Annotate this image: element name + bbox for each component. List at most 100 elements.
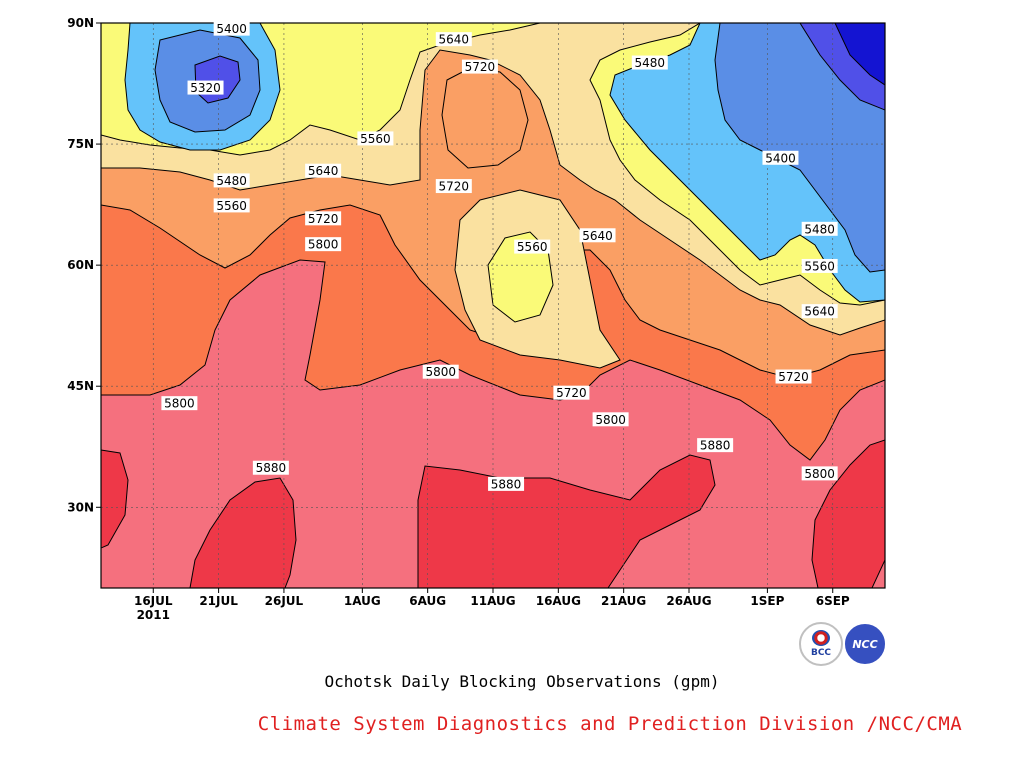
contour-label-text: 5480 — [216, 174, 247, 188]
contour-label: 5400 — [762, 150, 799, 165]
contour-label-text: 5720 — [556, 386, 587, 400]
contour-label: 5800 — [422, 364, 459, 379]
contour-label: 5640 — [435, 32, 472, 47]
x-tick-label: 16JUL — [134, 594, 173, 608]
y-tick-label: 45N — [67, 379, 94, 393]
y-tick-label: 60N — [67, 258, 94, 272]
ncc-logo-text: NCC — [852, 638, 878, 651]
contour-label-box — [801, 221, 838, 236]
contour-label-text: 5800 — [308, 238, 339, 252]
contour-label-text: 5480 — [804, 222, 835, 236]
contour-label: 5720 — [553, 385, 590, 400]
fill-band-5400-5480-east — [714, 23, 885, 273]
contour-label: 5480 — [801, 221, 838, 236]
contour-label: 5560 — [514, 239, 551, 254]
contour-label-text: 5560 — [216, 199, 247, 213]
fill-band-below-5320-east — [834, 23, 885, 86]
fill-band-5480-5560-island — [487, 231, 554, 323]
contour-label-text: 5400 — [216, 22, 247, 36]
contour-label-text: 5720 — [308, 212, 339, 226]
contour-label-box — [775, 369, 812, 384]
contour-label-box — [553, 385, 590, 400]
contour-label-text: 5720 — [439, 180, 470, 194]
contour-label-box — [592, 412, 629, 427]
contour-label-text: 5880 — [491, 477, 522, 491]
contour-label-box — [161, 396, 198, 411]
contour-label-box — [357, 131, 394, 146]
fill-band-above-5880-west — [101, 449, 129, 549]
bcc-emblem-icon — [812, 630, 830, 646]
chart-title: Ochotsk Daily Blocking Observations (gpm… — [324, 672, 720, 691]
contour-label-text: 5640 — [582, 229, 613, 243]
contour-label: 5880 — [488, 476, 525, 491]
contour-label-box — [213, 198, 250, 213]
contour-label-text: 5320 — [190, 81, 221, 95]
contour-label-box — [579, 228, 616, 243]
contour-label: 5560 — [357, 131, 394, 146]
contour-label-text: 5560 — [804, 259, 835, 273]
contour-label-box — [631, 55, 668, 70]
x-tick-label: 21AUG — [601, 594, 646, 608]
contour-label-box — [435, 179, 472, 194]
contour-label-box — [461, 59, 498, 74]
contour-label-box — [435, 32, 472, 47]
contour-label: 5800 — [592, 412, 629, 427]
x-year-label: 2011 — [137, 608, 170, 622]
y-tick-label: 30N — [67, 500, 94, 514]
contour-label: 5880 — [252, 460, 289, 475]
y-tick-label: 90N — [67, 16, 94, 30]
y-tick-label: 75N — [67, 137, 94, 151]
contour-label-box — [213, 21, 250, 36]
x-tick-label: 6SEP — [816, 594, 850, 608]
contour-label-text: 5880 — [256, 461, 287, 475]
ncc-logo: NCC — [843, 622, 887, 666]
contour-label-text: 5480 — [635, 56, 666, 70]
contour-label-box — [252, 460, 289, 475]
x-axis: 16JUL 21JUL 26JUL 1AUG 6AUG 11AUG 16AUG 21AUG 26… — [134, 588, 850, 622]
contour-label: 5320 — [187, 80, 224, 95]
contour-label: 5720 — [435, 179, 472, 194]
contour-label-box — [801, 466, 838, 481]
contour-label: 5720 — [461, 59, 498, 74]
contour-label: 5640 — [801, 304, 838, 319]
bcc-logo-text: BCC — [810, 648, 832, 658]
contour-label-text: 5880 — [700, 439, 731, 453]
grid — [101, 23, 885, 588]
contour-label-box — [801, 258, 838, 273]
x-tick-label: 6AUG — [409, 594, 446, 608]
contour-label-text: 5640 — [308, 164, 339, 178]
x-tick-label: 21JUL — [199, 594, 238, 608]
contour-label: 5880 — [697, 438, 734, 453]
contour-label: 5480 — [631, 55, 668, 70]
contour-label-text: 5640 — [804, 305, 835, 319]
contour-label-box — [762, 150, 799, 165]
contour-label: 5720 — [775, 369, 812, 384]
x-tick-label: 1AUG — [344, 594, 381, 608]
contour-label: 5720 — [305, 211, 342, 226]
contour-label-text: 5720 — [465, 60, 496, 74]
contour-label-text: 5560 — [360, 132, 391, 146]
contour-label-box — [305, 237, 342, 252]
x-tick-label: 16AUG — [536, 594, 581, 608]
contour-label: 5480 — [213, 173, 250, 188]
x-tick-label: 1SEP — [750, 594, 784, 608]
x-tick-label: 26AUG — [666, 594, 711, 608]
x-tick-label: 26JUL — [265, 594, 304, 608]
contour-label-box — [305, 211, 342, 226]
contour-label-text: 5560 — [517, 240, 548, 254]
contour-labels: 5400 5320 5480 5560 5640 5560 5720 5800 5640 5720… — [161, 21, 838, 491]
contour-label: 5800 — [161, 396, 198, 411]
fill-band-above-5880-east — [811, 439, 885, 588]
contour-label-text: 5800 — [164, 397, 195, 411]
contour-label-text: 5720 — [778, 370, 809, 384]
contour-label-text: 5800 — [425, 365, 456, 379]
contour-label-box — [801, 304, 838, 319]
contour-label-text: 5800 — [595, 413, 626, 427]
contour-label-box — [422, 364, 459, 379]
contour-label: 5560 — [213, 198, 250, 213]
fill-band-above-5880-a — [189, 477, 297, 588]
y-axis: 30N 45N 60N 75N 90N — [67, 16, 101, 514]
contour-label: 5640 — [305, 163, 342, 178]
contour-label: 5400 — [213, 21, 250, 36]
